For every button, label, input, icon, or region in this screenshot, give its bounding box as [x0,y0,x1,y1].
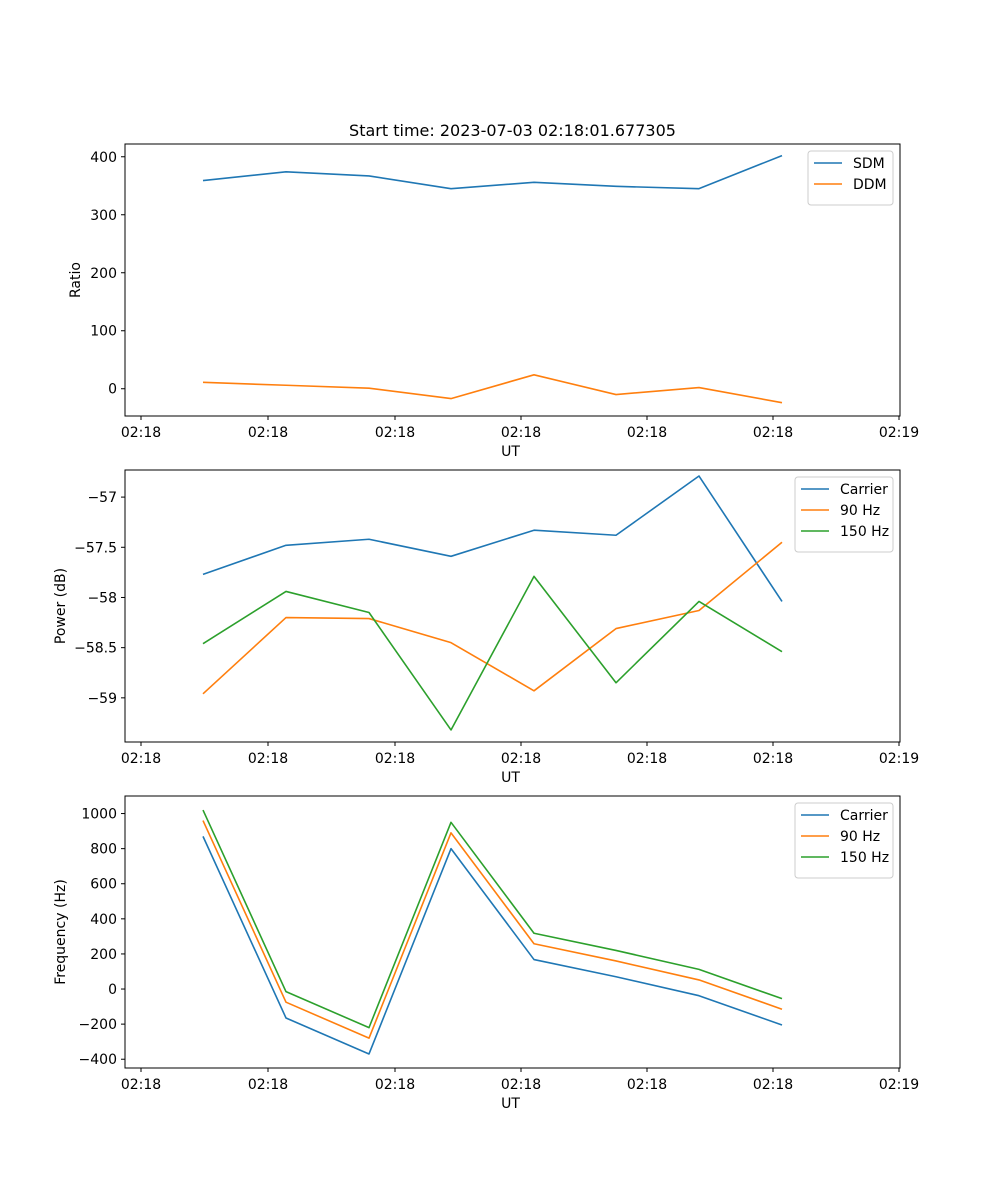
x-tick-label: 02:18 [121,1077,161,1093]
x-tick-label: 02:18 [501,1077,541,1093]
x-tick-label: 02:18 [248,425,288,441]
series-line-ddm [202,374,783,404]
y-tick-label: 1000 [81,807,117,823]
legend-label: Carrier [840,482,888,498]
y-axis-label: Ratio [68,262,84,298]
x-tick-label: 02:18 [501,751,541,767]
x-tick-label: 02:18 [121,751,161,767]
x-tick-label: 02:18 [627,1077,667,1093]
chart-panel-3: 02:18 02:18 02:18 02:18 02:18 02:18 02:19 −400 −… [53,795,919,1112]
chart-panel-2: 02:18 02:18 02:18 02:18 02:18 02:18 02:19 −59 −5… [53,469,919,786]
series-line-150-hz [202,575,783,731]
legend-label: Carrier [840,808,888,824]
x-tick-label: 02:19 [879,1077,919,1093]
axes-frame [124,469,901,743]
y-tick-label: 200 [90,266,117,282]
x-tick-label: 02:19 [879,425,919,441]
series-line-90-hz [202,820,783,1039]
legend: Carrier 90 Hz 150 Hz [794,802,894,879]
y-axis-label: Power (dB) [53,568,69,644]
series-line-carrier [202,475,783,602]
legend-label: 150 Hz [840,850,889,866]
legend-box [807,150,894,206]
y-tick-label: 100 [90,324,117,340]
legend-box [794,802,894,879]
axes-frame [124,795,901,1069]
x-tick-label: 02:18 [375,1077,415,1093]
y-tick-label: −59 [87,691,117,707]
y-tick-label: −57.5 [74,540,117,556]
x-tick-label: 02:18 [248,751,288,767]
axes-frame [124,143,901,417]
chart-panel-1: Start time: 2023-07-03 02:18:01.67730502… [68,121,919,460]
x-axis-label: UT [501,1096,520,1112]
x-tick-label: 02:18 [501,425,541,441]
legend-label: 150 Hz [840,524,889,540]
y-tick-label: 600 [90,877,117,893]
x-tick-label: 02:18 [753,1077,793,1093]
y-tick-label: −58 [87,590,117,606]
x-axis-label: UT [501,770,520,786]
x-tick-label: 02:18 [375,425,415,441]
y-tick-label: −58.5 [74,641,117,657]
x-axis-label: UT [501,444,520,460]
y-tick-label: −200 [79,1017,117,1033]
y-tick-label: 200 [90,947,117,963]
x-tick-label: 02:18 [121,425,161,441]
legend-box [794,476,894,553]
x-tick-label: 02:18 [248,1077,288,1093]
y-tick-label: 400 [90,150,117,166]
y-tick-label: −400 [79,1052,117,1068]
series-line-carrier [202,836,783,1055]
x-tick-label: 02:18 [627,425,667,441]
y-tick-label: 400 [90,912,117,928]
series-line-90-hz [202,541,783,695]
x-tick-label: 02:18 [753,425,793,441]
legend-label: 90 Hz [840,503,880,519]
y-tick-label: −57 [87,490,117,506]
x-tick-label: 02:18 [753,751,793,767]
y-axis-label: Frequency (Hz) [53,879,69,985]
y-tick-label: 800 [90,842,117,858]
x-tick-label: 02:18 [627,751,667,767]
y-tick-label: 300 [90,208,117,224]
series-line-150-hz [202,809,783,1029]
legend-label: DDM [853,177,887,193]
legend: SDM DDM [807,150,894,206]
x-tick-label: 02:18 [375,751,415,767]
y-tick-label: 0 [108,982,117,998]
x-tick-label: 02:19 [879,751,919,767]
series-line-sdm [202,154,783,190]
chart-title: Start time: 2023-07-03 02:18:01.677305 [349,121,676,140]
legend: Carrier 90 Hz 150 Hz [794,476,894,553]
legend-label: 90 Hz [840,829,880,845]
y-tick-label: 0 [108,382,117,398]
legend-label: SDM [853,156,885,172]
